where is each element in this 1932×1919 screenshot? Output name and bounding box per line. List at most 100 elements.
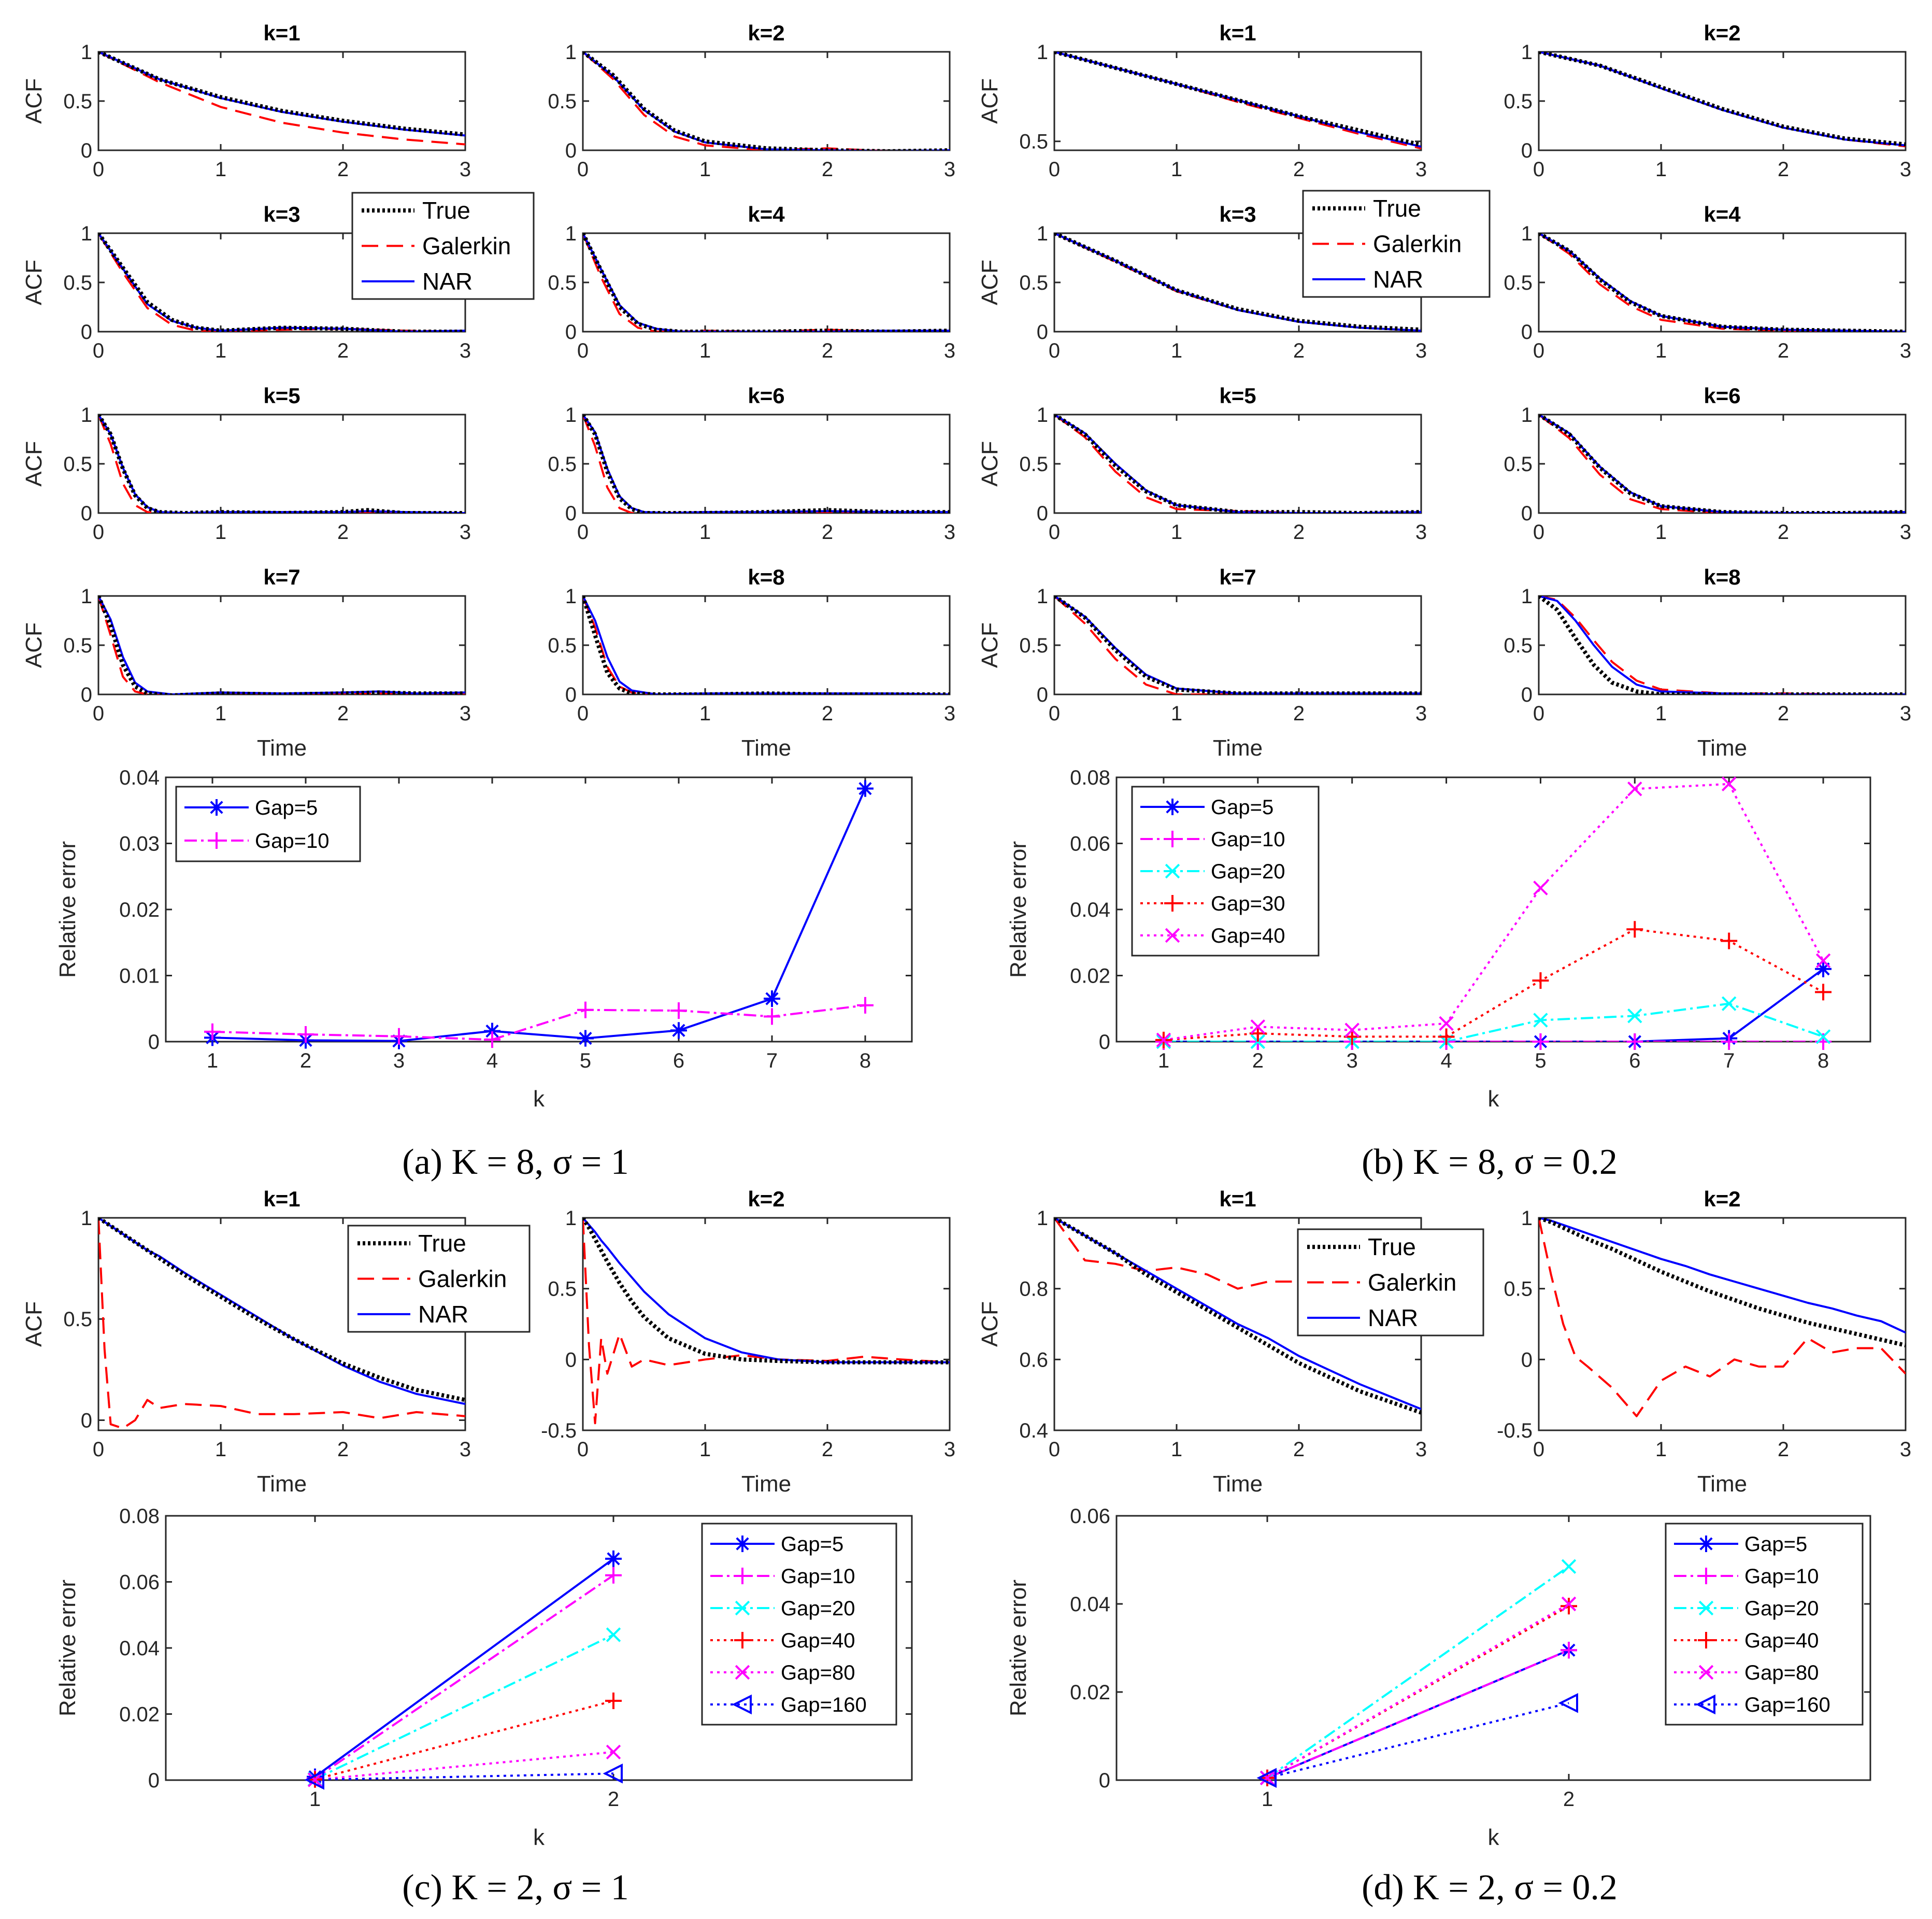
legend-marker: [1698, 1665, 1714, 1680]
x-axis-label: Time: [1213, 735, 1263, 761]
series-line-gap-10: [212, 1004, 866, 1041]
data-point-marker: [484, 1022, 500, 1040]
plot-frame: [582, 1217, 951, 1431]
y-tick-label: 1: [565, 585, 577, 608]
series-line-gap-80: [314, 1751, 614, 1780]
series-line-nar: [1539, 415, 1906, 513]
plot-title: k=6: [748, 383, 784, 408]
x-tick-label: 1: [1655, 339, 1667, 362]
series-line-true: [1054, 1218, 1421, 1415]
data-point-marker: [857, 780, 874, 797]
x-tick-label: 3: [1415, 521, 1427, 544]
y-tick-label: 1: [565, 1207, 577, 1230]
series-group: [583, 233, 950, 332]
y-tick-label: 0: [1099, 1031, 1110, 1054]
y-tick-label: 1: [81, 222, 92, 245]
y-tick-label: -0.5: [1497, 1419, 1533, 1442]
chart-a7: 0 1 2 3 0 0.5 1 k=7 ACF Time: [21, 565, 471, 761]
plot-frame: [1538, 414, 1907, 514]
data-point-marker: [1626, 1033, 1643, 1050]
x-tick-label: 1: [1262, 1788, 1273, 1811]
x-tick-label: 0: [93, 702, 104, 725]
y-axis-label: Relative error: [1006, 1580, 1031, 1716]
legend-marker: [734, 1632, 751, 1648]
plot-title: k=3: [263, 202, 300, 226]
acf-legend: True Galerkin NAR: [1297, 1228, 1484, 1337]
plot-frame: [582, 232, 951, 333]
x-tick-label: 3: [1347, 1049, 1358, 1072]
x-tick-label: 0: [1049, 702, 1060, 725]
y-tick-label: 1: [1037, 404, 1048, 427]
acf-legend: True Galerkin NAR: [347, 1225, 531, 1333]
x-tick-label: 3: [460, 702, 471, 725]
y-tick-label: -0.5: [541, 1419, 577, 1442]
data-point-marker: [764, 1008, 780, 1025]
legend-marker: [1698, 1568, 1714, 1584]
x-tick-label: 0: [93, 158, 104, 181]
plot-title: k=7: [263, 565, 300, 589]
x-tick-label: 3: [1415, 158, 1427, 181]
x-tick-label: 1: [215, 339, 226, 362]
plot-title: k=8: [748, 565, 784, 589]
x-tick-label: 1: [699, 702, 711, 725]
data-point-marker: [1532, 972, 1549, 989]
series-line-true: [1539, 52, 1906, 147]
data-point-marker: [304, 1770, 324, 1790]
data-point-marker: [1627, 1008, 1642, 1024]
legend-marker: [734, 1568, 751, 1584]
y-tick-label: 0.04: [119, 766, 160, 789]
y-tick-label: 0.5: [1019, 453, 1048, 476]
legend-label: Gap=10: [1744, 1565, 1819, 1588]
y-tick-label: 0.08: [1070, 766, 1110, 789]
x-tick-label: 3: [1900, 702, 1911, 725]
caption-d: (d) K = 2, σ = 0.2: [1362, 1868, 1618, 1908]
y-axis-label: ACF: [21, 260, 47, 305]
data-point-marker: [577, 1001, 594, 1018]
legend-label: Gap=10: [255, 830, 329, 852]
legend-marker: [1164, 799, 1181, 815]
legend-marker: [1164, 895, 1181, 912]
legend-label: Gap=10: [781, 1565, 855, 1588]
y-axis-label: Relative error: [55, 1580, 80, 1716]
legend-box: [1665, 1523, 1864, 1726]
legend-label: True: [418, 1230, 466, 1257]
legend-marker: [208, 832, 225, 849]
legend-label: Gap=5: [1211, 796, 1273, 819]
x-tick-label: 0: [577, 339, 589, 362]
y-tick-label: 0: [1037, 502, 1048, 525]
chart-a6: 0 1 2 3 0 0.5 1 k=6: [548, 383, 955, 544]
data-point-marker: [1438, 1028, 1455, 1045]
legend-label: Gap=80: [1744, 1661, 1819, 1684]
y-axis-label: ACF: [977, 1301, 1003, 1347]
acf-legend: True Galerkin NAR: [351, 192, 535, 300]
series-group: [1539, 415, 1906, 513]
x-tick-label: 2: [1293, 158, 1305, 181]
x-tick-label: 1: [207, 1049, 218, 1072]
y-axis-label: ACF: [21, 441, 47, 487]
y-tick-label: 0.04: [1070, 899, 1110, 921]
plot-frame: [1053, 414, 1422, 514]
data-point-marker: [307, 1772, 323, 1787]
y-tick-label: 0.8: [1019, 1278, 1048, 1301]
series-line-nar: [583, 1218, 950, 1363]
plot-title: k=2: [1704, 1187, 1740, 1211]
x-axis-label: k: [1488, 1086, 1500, 1112]
plot-title: k=2: [748, 1187, 784, 1211]
data-point-marker: [1815, 984, 1832, 1001]
legend-marker: [1698, 1600, 1714, 1616]
x-tick-label: 8: [860, 1049, 871, 1072]
series-line-gap-20: [1266, 1566, 1570, 1779]
y-axis-label: ACF: [21, 1301, 47, 1347]
y-tick-label: 1: [565, 41, 577, 64]
x-tick-label: 0: [1533, 339, 1544, 362]
plot-title: k=2: [748, 21, 784, 45]
y-axis-label: ACF: [977, 260, 1003, 305]
y-tick-label: 0: [148, 1031, 160, 1054]
plot-frame: [97, 51, 466, 151]
x-tick-label: 2: [300, 1049, 311, 1072]
series-group: [1054, 233, 1421, 332]
legend-label: Gap=5: [1744, 1533, 1807, 1556]
y-tick-label: 0.04: [1070, 1593, 1110, 1616]
y-tick-label: 0.5: [63, 1308, 92, 1331]
